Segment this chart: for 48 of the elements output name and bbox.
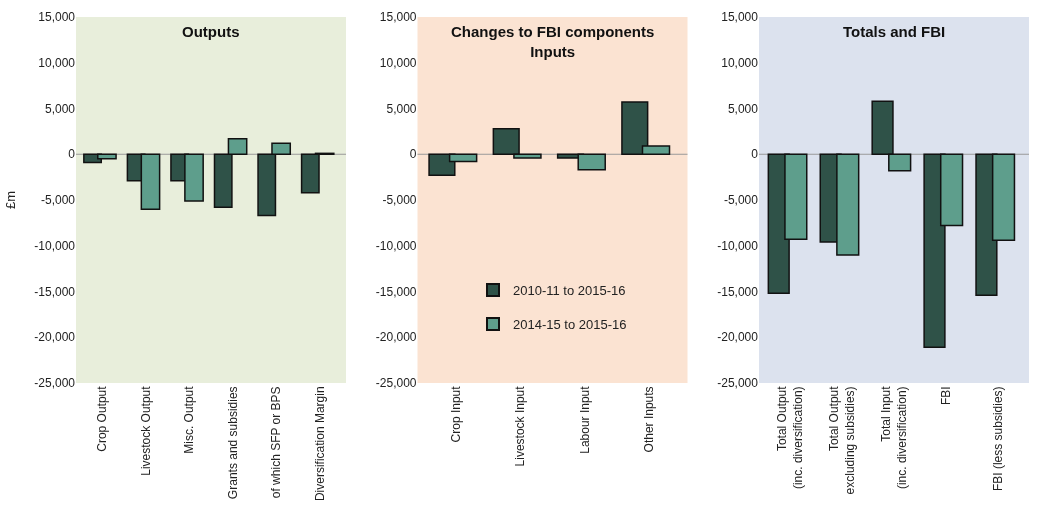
y-tick-label: 5,000: [727, 101, 759, 116]
y-tick-label: 0: [409, 147, 417, 162]
y-tick-label: 0: [751, 147, 759, 162]
x-tick-label: Livestock Input: [513, 385, 528, 467]
y-tick-label: 15,000: [379, 10, 417, 25]
y-tick-label: 5,000: [386, 101, 417, 116]
y-tick-label: 15,000: [38, 10, 76, 25]
x-tick-label: Grants and subsidies: [225, 386, 240, 500]
x-tick-label: Livestock Output: [138, 385, 153, 476]
x-tick-label: Misc. Output: [182, 385, 197, 454]
y-tick-label: 0: [68, 147, 76, 162]
x-tick-label: of which SFP or BPS: [269, 386, 284, 499]
text: Changes to FBI components Inputs: [451, 23, 655, 60]
y-tick-label: 10,000: [379, 55, 417, 70]
y-tick-label: 5,000: [44, 101, 76, 116]
y-tick-label: -10,000: [375, 238, 417, 253]
y-tick-label: -5,000: [382, 193, 417, 208]
y-tick-label: -15,000: [717, 284, 759, 299]
y-tick-label: -10,000: [34, 238, 76, 253]
y-tick-label: 10,000: [721, 55, 759, 70]
y-tick-label: -5,000: [723, 193, 759, 208]
x-tick-label: Crop Output: [95, 385, 110, 452]
y-tick-label: 15,000: [721, 10, 759, 25]
y-tick-label: -10,000: [717, 238, 759, 253]
x-tick-label: FBI (less subsidies): [990, 386, 1005, 492]
x-tick-label: FBI: [938, 386, 953, 406]
y-tick-label: -25,000: [375, 376, 417, 391]
chart-title: Totals and FBI: [843, 23, 946, 40]
legend-label: 2014-15 to 2015-16: [513, 317, 627, 332]
y-tick-label: -25,000: [34, 376, 76, 391]
y-tick-label: -15,000: [375, 284, 417, 299]
y-tick-label: -25,000: [717, 376, 759, 391]
y-axis-title: £m: [3, 190, 19, 210]
x-tick-label: Labour Input: [577, 385, 592, 454]
y-tick-label: -20,000: [717, 330, 759, 345]
x-tick-label: Total Output (inc. diversification): [775, 385, 805, 490]
y-tick-label: -15,000: [34, 284, 76, 299]
y-tick-label: 10,000: [38, 55, 76, 70]
x-tick-label: Total Input (inc. diversification): [879, 385, 909, 490]
legend-label: 2010-11 to 2015-16: [513, 283, 626, 299]
chart-title: Outputs: [182, 23, 240, 40]
y-tick-label: -5,000: [40, 193, 76, 208]
x-tick-label: Other Inputs: [641, 386, 656, 453]
x-tick-label: Total Output excluding subsidies): [827, 385, 857, 495]
y-tick-label: -20,000: [34, 330, 76, 345]
y-tick-label: -20,000: [375, 330, 417, 345]
x-tick-label: Diversification Margin: [312, 386, 327, 502]
x-tick-label: Crop Input: [448, 385, 463, 443]
